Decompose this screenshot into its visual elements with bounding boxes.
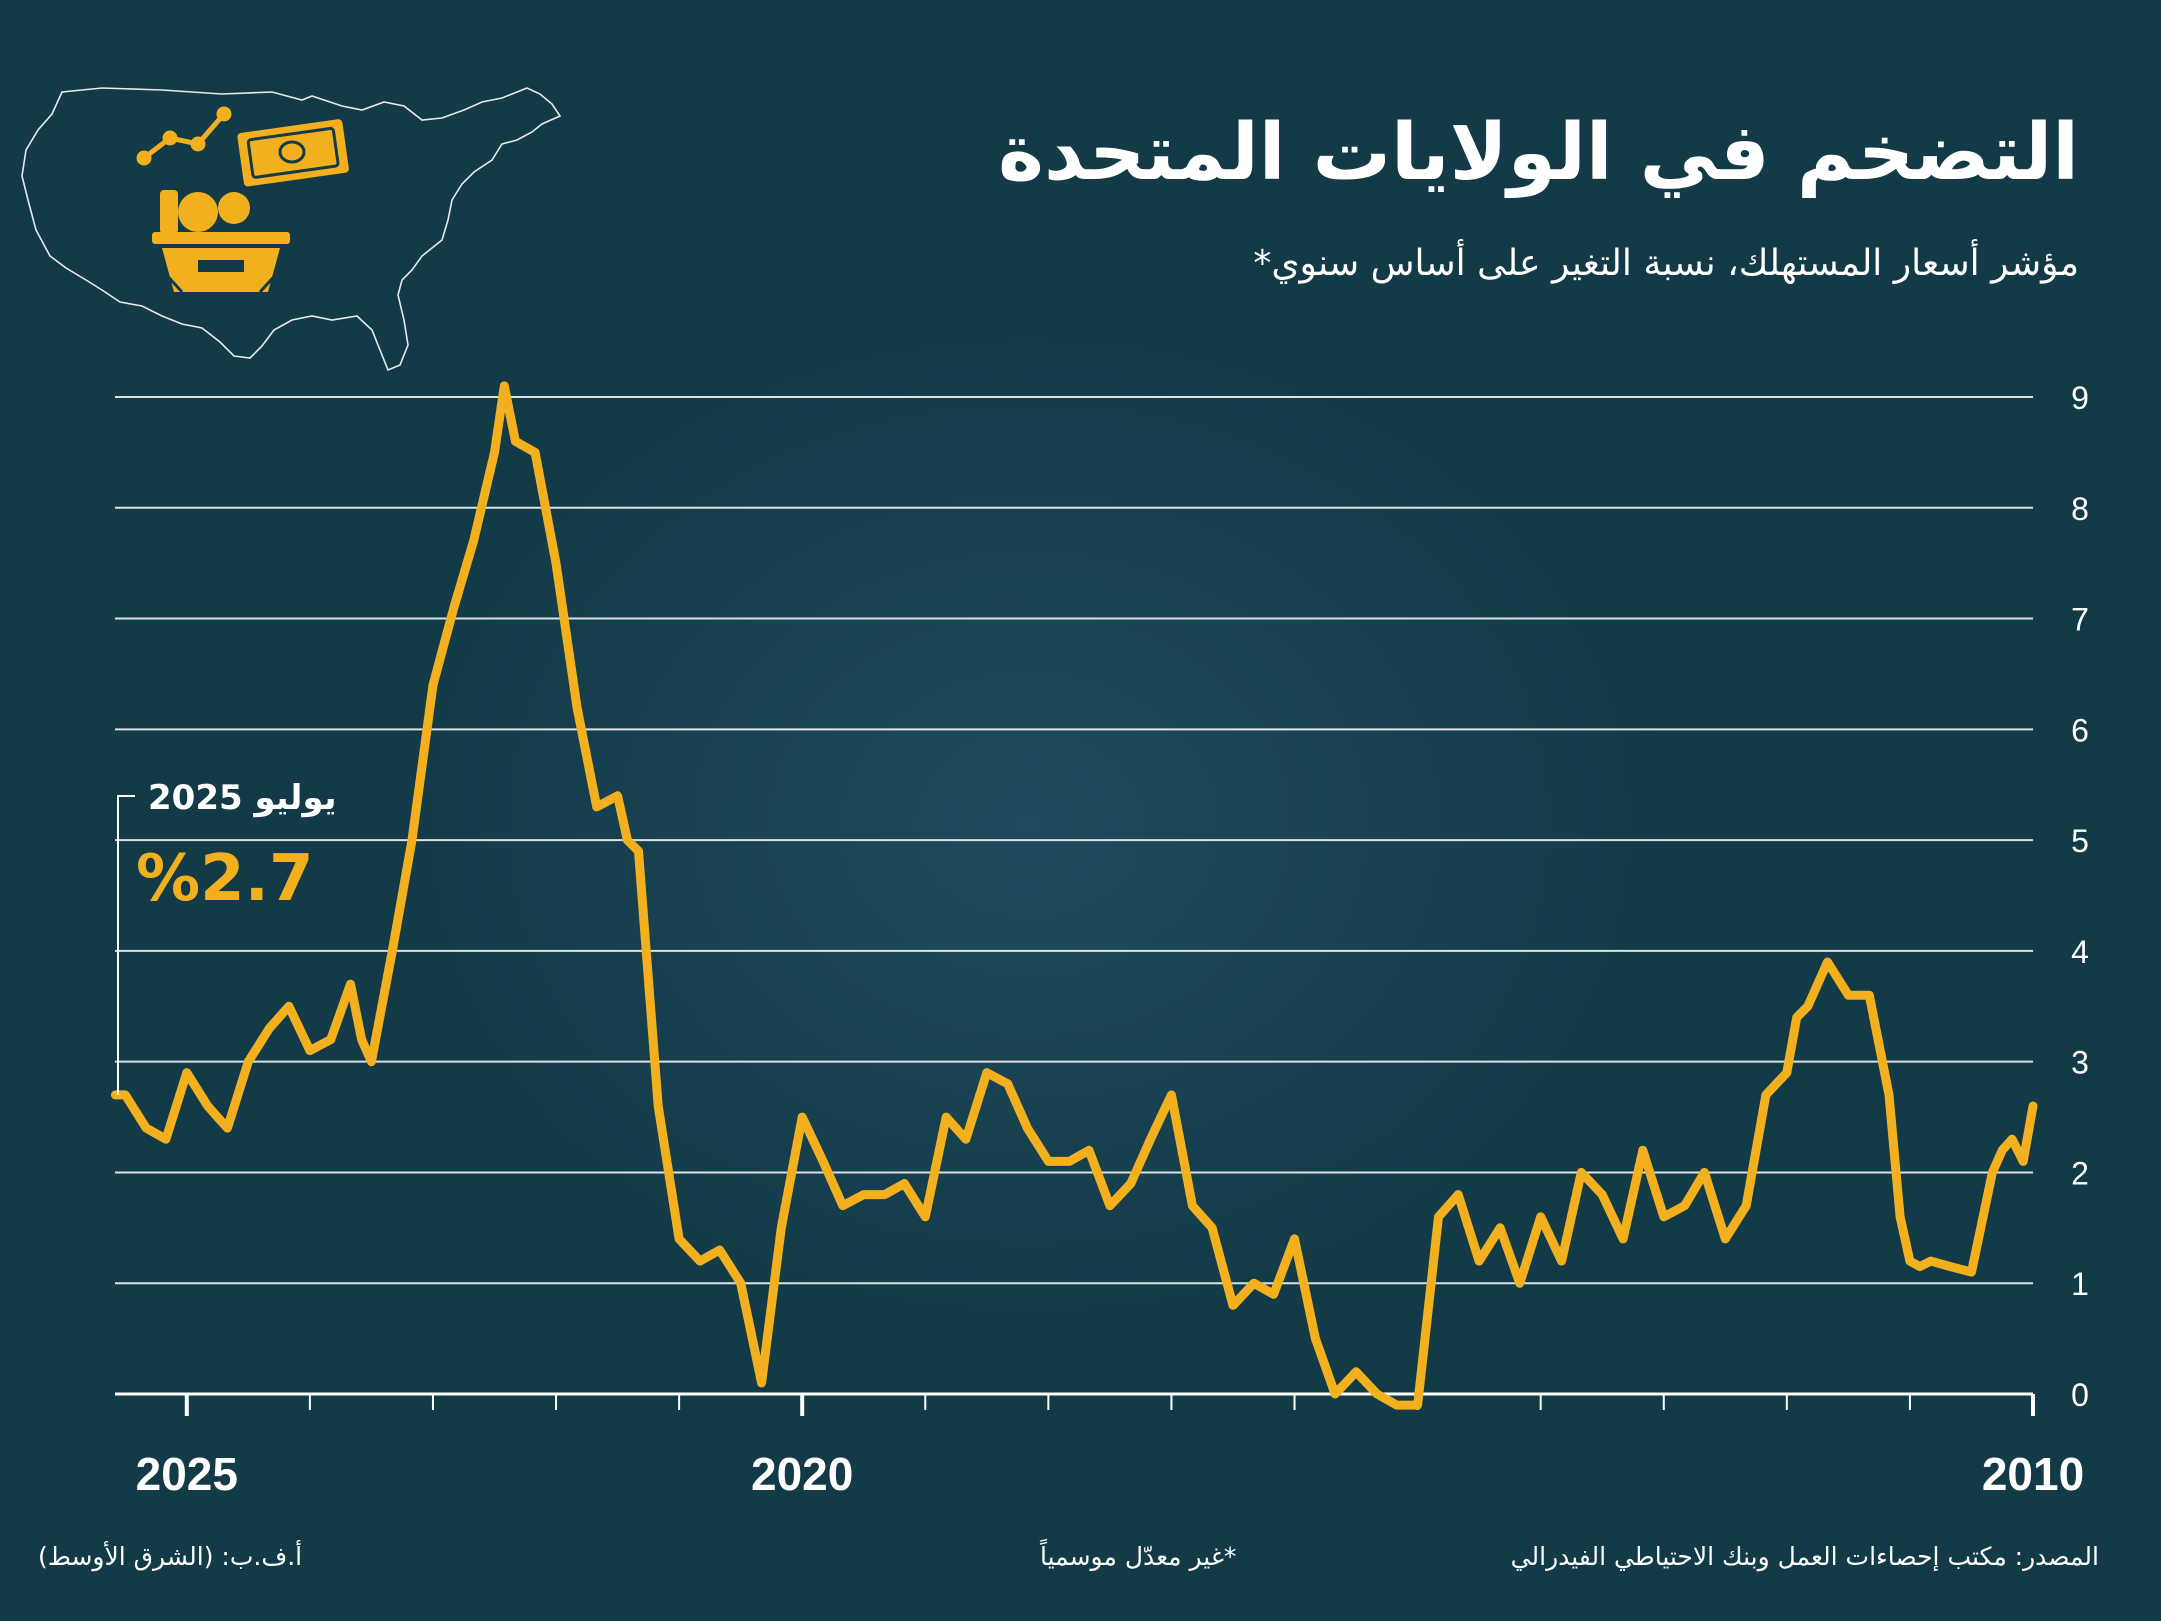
x-tick-label: 2010: [1982, 1448, 2084, 1500]
latest-point-label: يوليو 2025: [148, 778, 337, 818]
annotation-bracket: [117, 795, 135, 1095]
y-tick-label: 5: [2071, 823, 2089, 859]
cpi-series-line: [110, 381, 2038, 1410]
us-map-icon: [21, 87, 562, 372]
page-subtitle: مؤشر أسعار المستهلك، نسبة التغير على أسا…: [1253, 243, 2079, 284]
page-title: التضخم في الولايات المتحدة: [998, 108, 2079, 198]
y-tick-label: 1: [2071, 1266, 2089, 1302]
background-photo-overlay: [380, 300, 1680, 1350]
y-tick-label: 7: [2071, 602, 2089, 638]
shopping-basket-icon: [152, 190, 290, 294]
y-tick-label: 9: [2071, 380, 2089, 416]
y-tick-label: 3: [2071, 1045, 2089, 1081]
y-tick-label: 6: [2071, 712, 2089, 748]
y-tick-label: 0: [2071, 1377, 2089, 1413]
seasonal-note: *غير معدّل موسمياً: [1040, 1542, 1237, 1571]
x-tick-label: 2025: [136, 1448, 238, 1500]
x-tick-label: 2020: [751, 1448, 853, 1500]
y-tick-label: 4: [2071, 934, 2089, 970]
latest-point-value: %2.7: [136, 842, 314, 916]
us-outline: [21, 87, 562, 372]
source-note: المصدر: مكتب إحصاءات العمل وبنك الاحتياط…: [1510, 1542, 2099, 1571]
trend-icon: [136, 106, 232, 166]
photo-credit: أ.ف.ب: (الشرق الأوسط): [38, 1542, 303, 1571]
money-icon: [237, 119, 349, 187]
y-tick-label: 2: [2071, 1155, 2089, 1191]
y-tick-label: 8: [2071, 491, 2089, 527]
